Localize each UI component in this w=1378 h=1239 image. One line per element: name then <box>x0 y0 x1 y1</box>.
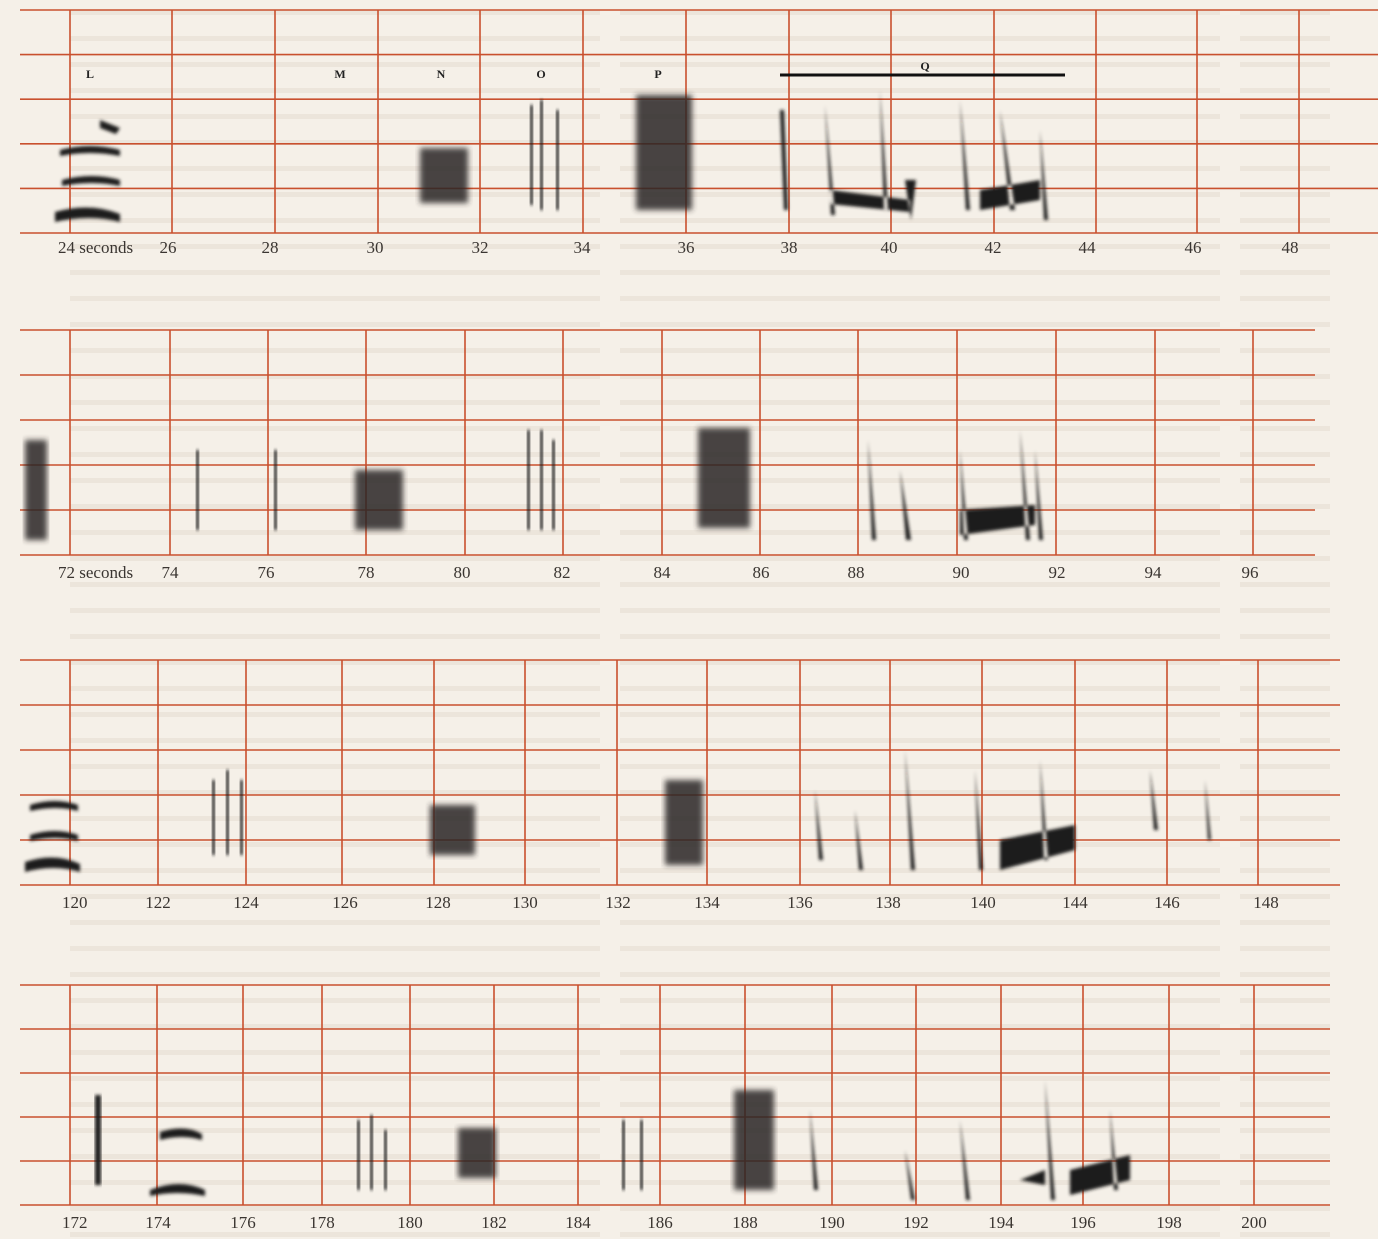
x-tick-label: 144 <box>1062 893 1088 912</box>
x-tick-label: 26 <box>160 238 177 257</box>
x-tick-label: 184 <box>565 1213 591 1232</box>
x-tick-label: 128 <box>425 893 451 912</box>
x-tick-label: 28 <box>262 238 279 257</box>
x-tick-label: 200 <box>1241 1213 1267 1232</box>
x-tick-label: 122 <box>145 893 171 912</box>
segment-marker: N <box>437 67 446 81</box>
x-tick-label: 146 <box>1154 893 1180 912</box>
x-tick-label: 120 <box>62 893 88 912</box>
x-tick-label: 32 <box>472 238 489 257</box>
x-tick-label: 88 <box>848 563 865 582</box>
x-tick-label: 94 <box>1145 563 1163 582</box>
x-tick-label: 76 <box>258 563 275 582</box>
x-tick-label: 140 <box>970 893 996 912</box>
x-tick-label: 44 <box>1079 238 1097 257</box>
x-tick-label: 90 <box>953 563 970 582</box>
segment-marker: P <box>654 67 661 81</box>
x-tick-label: 86 <box>753 563 770 582</box>
x-tick-label: 96 <box>1242 563 1259 582</box>
x-tick-label: 48 <box>1282 238 1299 257</box>
x-tick-label: 198 <box>1156 1213 1182 1232</box>
x-tick-label: 132 <box>605 893 631 912</box>
segment-marker: L <box>86 67 94 81</box>
spectrogram-figure: 24 seconds 26 28 30 32 34 36 38 40 42 44 46 48 72 sec… <box>0 0 1378 1239</box>
x-tick-label: 194 <box>988 1213 1014 1232</box>
x-tick-label: 190 <box>819 1213 845 1232</box>
x-tick-label: 178 <box>309 1213 335 1232</box>
segment-marker: Q <box>920 59 929 73</box>
x-tick-label: 130 <box>512 893 538 912</box>
x-tick-label: 136 <box>787 893 813 912</box>
x-tick-label: 84 <box>654 563 672 582</box>
x-tick-label: 40 <box>881 238 898 257</box>
x-tick-label: 174 <box>145 1213 171 1232</box>
x-tick-label: 176 <box>230 1213 256 1232</box>
x-tick-label: 182 <box>481 1213 507 1232</box>
x-tick-label: 126 <box>332 893 358 912</box>
bleed-text <box>70 0 1330 1239</box>
x-tick-label: 24 seconds <box>58 238 133 257</box>
x-tick-label: 78 <box>358 563 375 582</box>
x-tick-label: 30 <box>367 238 384 257</box>
x-tick-label: 36 <box>678 238 695 257</box>
segment-marker: M <box>334 67 345 81</box>
x-tick-label: 38 <box>781 238 798 257</box>
x-tick-label: 134 <box>694 893 720 912</box>
x-tick-label: 148 <box>1253 893 1279 912</box>
x-tick-label: 186 <box>647 1213 673 1232</box>
segment-marker: O <box>536 67 545 81</box>
x-tick-label: 124 <box>233 893 259 912</box>
x-tick-label: 42 <box>985 238 1002 257</box>
x-tick-label: 188 <box>732 1213 758 1232</box>
x-tick-label: 92 <box>1049 563 1066 582</box>
x-tick-label: 196 <box>1070 1213 1096 1232</box>
x-tick-label: 82 <box>554 563 571 582</box>
x-tick-label: 80 <box>454 563 471 582</box>
x-tick-label: 34 <box>574 238 592 257</box>
x-tick-label: 46 <box>1185 238 1202 257</box>
x-tick-label: 138 <box>875 893 901 912</box>
x-tick-label: 74 <box>162 563 180 582</box>
x-tick-label: 72 seconds <box>58 563 133 582</box>
x-tick-label: 172 <box>62 1213 88 1232</box>
x-tick-label: 192 <box>903 1213 929 1232</box>
x-tick-label: 180 <box>397 1213 423 1232</box>
